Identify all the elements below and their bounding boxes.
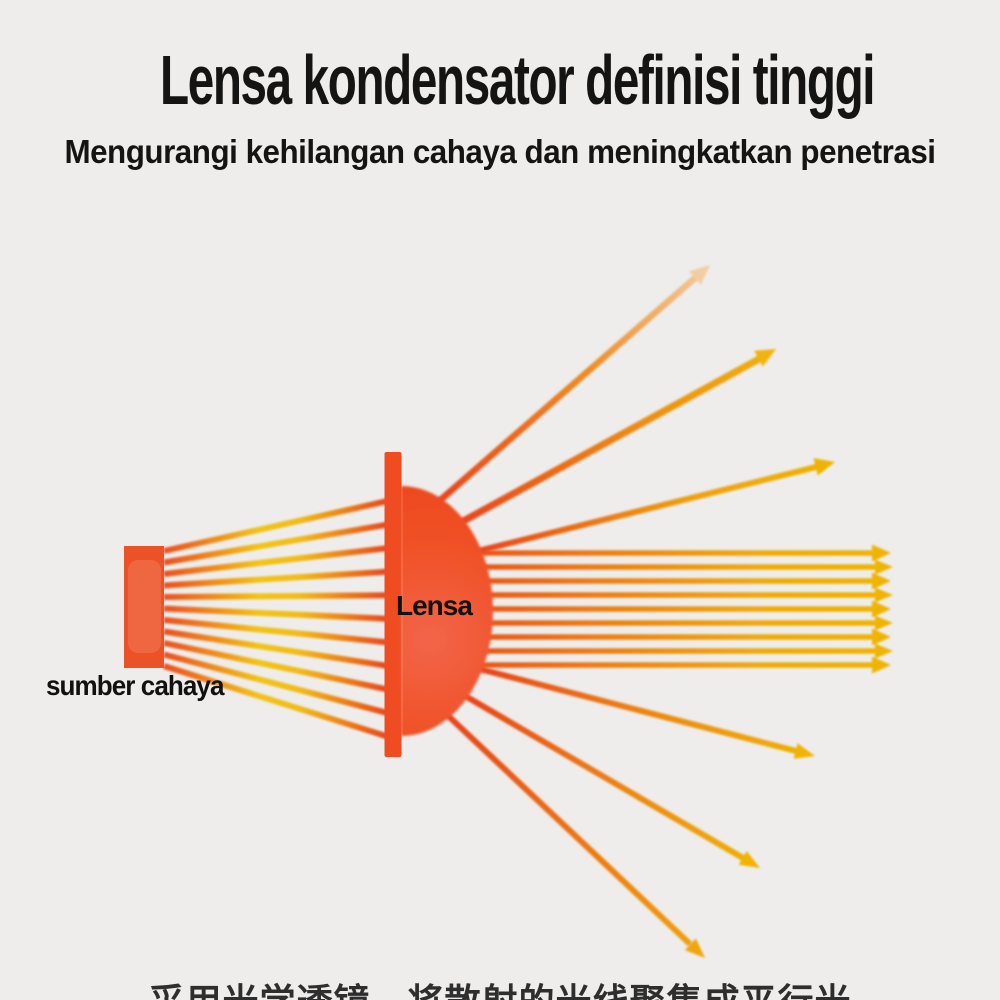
input-ray-bundle bbox=[163, 497, 393, 741]
upper-diverging-rays bbox=[434, 265, 835, 554]
arrowhead-icon bbox=[872, 572, 891, 590]
arrowhead-icon bbox=[754, 349, 776, 367]
light-source-highlight bbox=[128, 560, 161, 653]
input-ray bbox=[163, 617, 393, 646]
input-ray bbox=[163, 628, 393, 670]
input-ray bbox=[163, 640, 393, 694]
lens-flat-face bbox=[384, 452, 402, 757]
parallel-ray-bundle bbox=[425, 550, 877, 668]
arrowhead-icon bbox=[875, 615, 893, 631]
bottom-caption: 采用光学透镜，将散射的光线聚集成平行光 bbox=[148, 982, 851, 1000]
lower-ray bbox=[439, 707, 693, 947]
arrowhead-icon bbox=[813, 458, 835, 476]
lens-dome bbox=[401, 486, 493, 736]
arrowhead-icon bbox=[872, 544, 891, 562]
arrowhead-icon bbox=[872, 628, 891, 646]
arrowhead-icon bbox=[689, 265, 710, 285]
arrowhead-icon bbox=[875, 643, 893, 659]
arrowhead-icon bbox=[793, 743, 815, 759]
input-ray bbox=[163, 605, 393, 622]
source-label: sumber cahaya bbox=[46, 670, 224, 701]
arrowhead-icon bbox=[872, 656, 891, 674]
page-title: Lensa kondensator definisi tinggi bbox=[160, 41, 876, 119]
arrowhead-icon bbox=[872, 600, 891, 618]
arrowhead-icon bbox=[684, 938, 705, 958]
arrowhead-icon bbox=[875, 559, 893, 575]
arrowhead-icon bbox=[875, 587, 893, 603]
page-subtitle: Mengurangi kehilangan cahaya dan meningk… bbox=[64, 133, 936, 170]
upper-ray bbox=[434, 275, 698, 506]
lower-diverging-rays bbox=[439, 663, 815, 958]
upper-ray bbox=[477, 464, 817, 554]
input-ray bbox=[163, 651, 393, 718]
lower-ray bbox=[467, 663, 797, 754]
bottom-caption-clip: 采用光学透镜，将散射的光线聚集成平行光 bbox=[0, 982, 1000, 1000]
light-source-shape bbox=[124, 546, 164, 668]
input-ray bbox=[163, 497, 393, 554]
input-ray bbox=[163, 663, 393, 741]
parallel-arrowheads bbox=[872, 544, 893, 674]
input-ray bbox=[163, 568, 393, 589]
input-ray bbox=[163, 520, 393, 566]
upper-ray bbox=[456, 355, 761, 528]
arrowhead-icon bbox=[738, 851, 760, 868]
input-ray bbox=[163, 592, 393, 600]
lens-label: Lensa bbox=[396, 590, 473, 621]
input-ray bbox=[163, 544, 393, 577]
lower-ray bbox=[453, 687, 745, 861]
